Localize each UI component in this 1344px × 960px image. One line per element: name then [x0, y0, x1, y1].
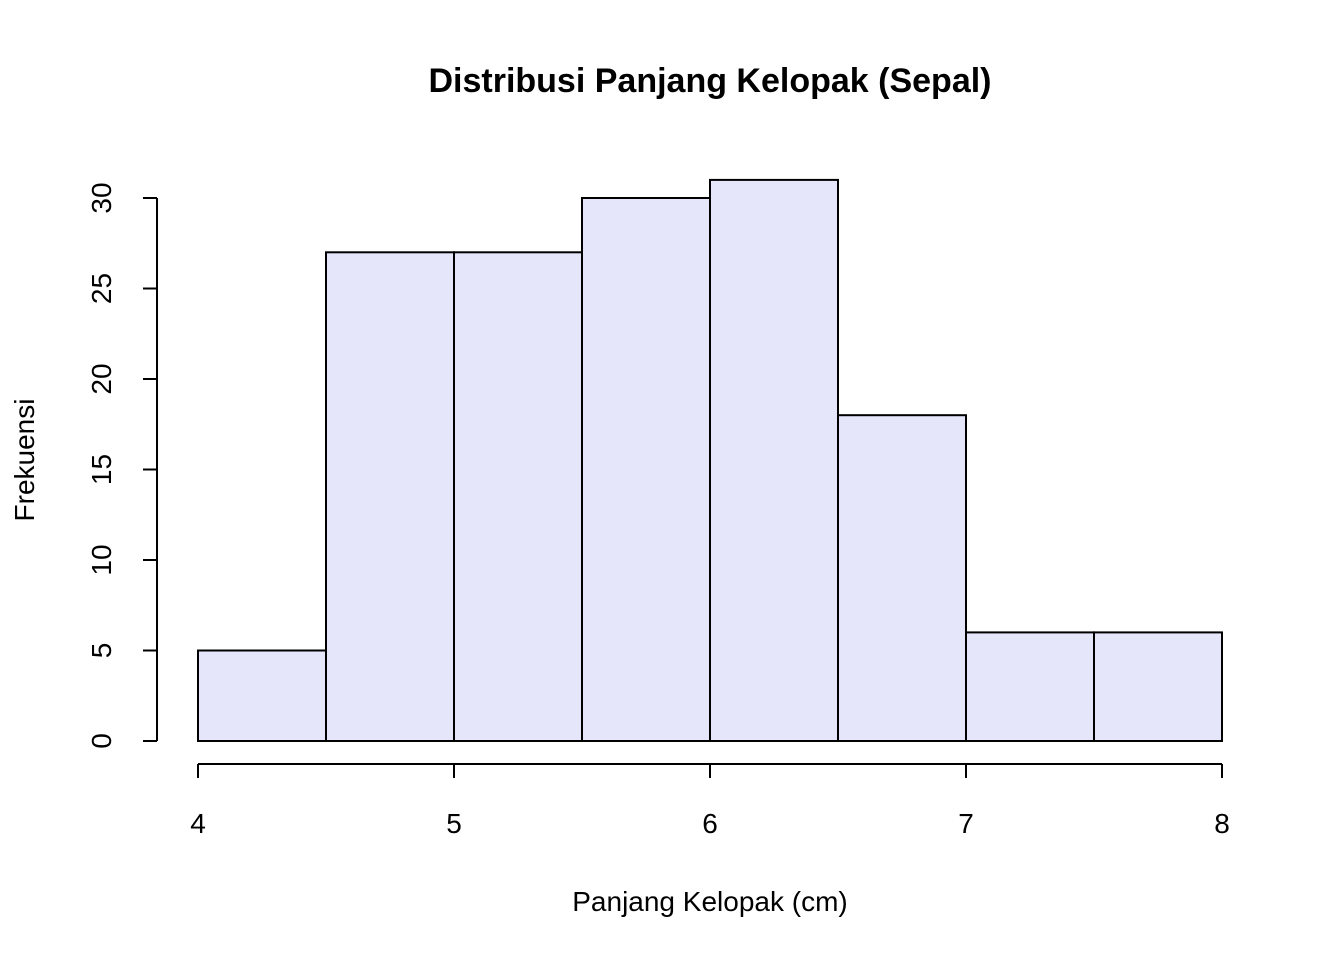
- x-axis: 4 5 6 7 8: [190, 763, 1230, 839]
- y-tick-label: 25: [86, 273, 117, 304]
- histogram-bar-1: [197, 649, 327, 742]
- histogram-bar-4: [581, 197, 711, 742]
- y-tick-label: 0: [86, 733, 117, 749]
- bars-group: [197, 178, 1223, 743]
- y-axis: 0 5 10 15 20 25 30: [86, 182, 158, 749]
- histogram-bar-8: [1093, 631, 1223, 743]
- y-tick-label: 30: [86, 182, 117, 213]
- x-tick-label: 7: [958, 808, 974, 839]
- histogram-bar-7: [965, 631, 1095, 743]
- chart-title: Distribusi Panjang Kelopak (Sepal): [428, 62, 991, 100]
- y-tick-label: 10: [86, 544, 117, 575]
- x-tick-label: 8: [1214, 808, 1230, 839]
- x-tick-label: 4: [190, 808, 206, 839]
- y-tick-label: 20: [86, 363, 117, 394]
- y-tick-label: 15: [86, 454, 117, 485]
- x-tick-label: 6: [702, 808, 718, 839]
- x-tick-label: 5: [446, 808, 462, 839]
- histogram-bar-6: [837, 414, 967, 742]
- y-axis-label: Frekuensi: [9, 399, 40, 522]
- histogram-bar-2: [325, 251, 455, 743]
- histogram-bar-5: [709, 178, 839, 742]
- histogram-bar-3: [453, 251, 583, 743]
- y-tick-label: 5: [86, 643, 117, 659]
- x-axis-label: Panjang Kelopak (cm): [572, 886, 847, 917]
